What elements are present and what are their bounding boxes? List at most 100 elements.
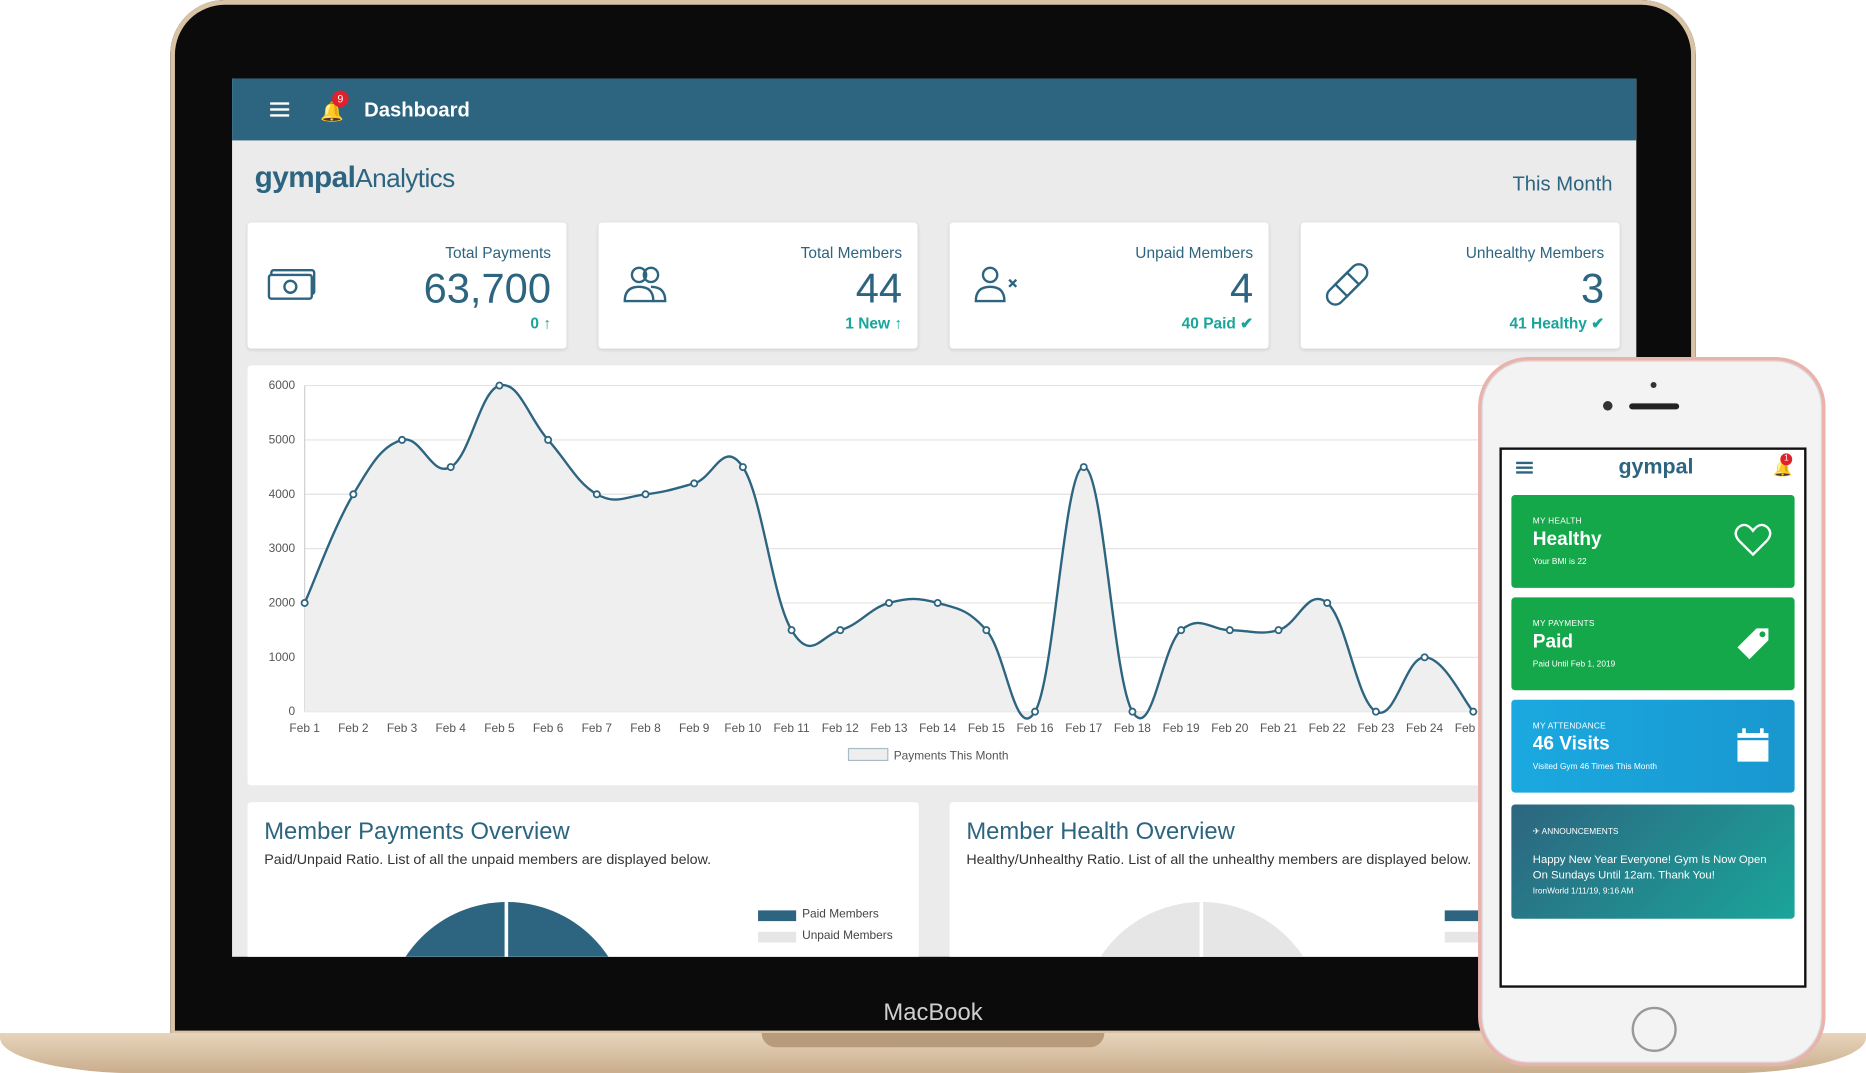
data-point xyxy=(1128,707,1137,716)
x-tick-label: Feb 3 xyxy=(387,721,418,735)
x-tick-label: Feb 21 xyxy=(1260,721,1297,735)
stat-label: Total Payments xyxy=(445,243,551,262)
x-tick-label: Feb 1 xyxy=(289,721,320,735)
overview-title: Member Payments Overview xyxy=(264,818,570,845)
money-icon xyxy=(267,268,316,300)
stat-label: Total Members xyxy=(800,243,903,262)
stat-label: Unpaid Members xyxy=(1135,243,1254,262)
x-tick-label: Feb 12 xyxy=(822,721,859,735)
stat-card-total-members[interactable]: Total Members 44 1 New ↑ xyxy=(598,222,918,349)
legend-swatch-unpaid xyxy=(758,931,797,943)
x-tick-label: Feb 22 xyxy=(1309,721,1346,735)
data-point xyxy=(836,626,845,635)
data-point xyxy=(1469,707,1478,716)
announcement-kicker-text: ANNOUNCEMENTS xyxy=(1541,828,1619,837)
payments-chart-panel: 0 1000 2000 3000 4000 5000 6000 Feb 1 Feb 2 Feb 3… xyxy=(247,365,1628,786)
legend-label-unpaid: Unpaid Members xyxy=(802,929,893,943)
x-tick-label: Feb 7 xyxy=(582,721,613,735)
x-tick-label: Feb 14 xyxy=(919,721,956,735)
stat-value: 44 xyxy=(855,265,903,312)
data-point xyxy=(349,490,358,499)
brand-logo: gympalAnalytics xyxy=(254,160,456,196)
phone-card-payments[interactable]: MY PAYMENTS Paid Paid Until Feb 1, 2019 xyxy=(1511,597,1795,691)
legend-label-paid: Paid Members xyxy=(802,908,879,922)
data-point xyxy=(1031,707,1040,716)
legend-swatch xyxy=(1444,910,1483,922)
data-point xyxy=(884,598,893,607)
phone-screen: gympal 🔔 1 MY HEALTH Healthy Your BMI is… xyxy=(1499,447,1807,988)
pie-divider xyxy=(1199,902,1204,957)
x-tick-label: Feb 10 xyxy=(724,721,761,735)
y-tick-label: 0 xyxy=(289,704,296,718)
data-point xyxy=(1420,653,1429,662)
card-sub: Paid Until Feb 1, 2019 xyxy=(1532,660,1616,669)
card-headline: 46 Visits xyxy=(1532,734,1610,755)
announcement-kicker: ✈ ANNOUNCEMENTS xyxy=(1533,827,1619,837)
legend-swatch xyxy=(847,747,889,762)
card-kicker: MY ATTENDANCE xyxy=(1532,722,1606,731)
data-point xyxy=(1177,626,1186,635)
stat-sub: 41 Healthy ✔ xyxy=(1509,314,1605,333)
y-tick-label: 6000 xyxy=(269,378,296,392)
data-point xyxy=(495,381,504,390)
x-tick-label: Feb 16 xyxy=(1017,721,1054,735)
x-tick-label: Feb 15 xyxy=(968,721,1005,735)
card-kicker: MY HEALTH xyxy=(1532,517,1582,527)
phone-card-attendance[interactable]: MY ATTENDANCE 46 Visits Visited Gym 46 T… xyxy=(1511,699,1795,793)
pie-divider xyxy=(504,902,509,957)
announcement-meta: IronWorld 1/11/19, 9:16 AM xyxy=(1532,887,1634,897)
data-point xyxy=(592,490,601,499)
y-tick-label: 1000 xyxy=(269,650,296,664)
data-point xyxy=(690,479,699,488)
stat-value: 3 xyxy=(1581,265,1605,312)
data-point xyxy=(1274,626,1283,635)
hamburger-menu-icon[interactable] xyxy=(270,102,290,117)
stat-sub: 0 ↑ xyxy=(530,314,551,333)
phone-announcements-card[interactable]: ✈ ANNOUNCEMENTS Happy New Year Everyone!… xyxy=(1511,804,1795,919)
x-tick-label: Feb 5 xyxy=(484,721,515,735)
laptop-notch xyxy=(761,1032,1105,1048)
x-tick-label: Feb 8 xyxy=(630,721,661,735)
phone-camera xyxy=(1602,401,1613,411)
stat-value: 63,700 xyxy=(423,265,551,312)
user-x-icon xyxy=(974,266,1018,303)
stat-card-total-payments[interactable]: Total Payments 63,700 0 ↑ xyxy=(247,222,567,349)
tag-icon xyxy=(1737,628,1769,660)
y-tick-label: 2000 xyxy=(269,596,296,610)
data-point xyxy=(1225,626,1234,635)
phone-sensor xyxy=(1650,382,1657,388)
y-tick-label: 5000 xyxy=(269,432,296,446)
x-tick-label: Feb 11 xyxy=(774,721,811,735)
brand-bold: gympal xyxy=(254,160,356,194)
legend-swatch xyxy=(1444,931,1483,943)
overview-title: Member Health Overview xyxy=(966,818,1235,845)
x-tick-label: Feb 6 xyxy=(533,721,564,735)
data-point xyxy=(300,598,309,607)
phone-home-button xyxy=(1631,1006,1677,1053)
x-tick-label: Feb 9 xyxy=(679,721,710,735)
phone-hamburger-menu-icon[interactable] xyxy=(1516,461,1533,474)
calendar-icon xyxy=(1737,728,1769,762)
heart-icon xyxy=(1734,523,1772,557)
x-tick-label: Feb 19 xyxy=(1163,721,1200,735)
card-kicker: MY PAYMENTS xyxy=(1532,620,1595,629)
page-title: Dashboard xyxy=(364,98,470,122)
stat-card-unhealthy-members[interactable]: Unhealthy Members 3 41 Healthy ✔ xyxy=(1300,222,1620,349)
legend-swatch-paid xyxy=(758,910,797,922)
data-point xyxy=(787,626,796,635)
bell-icon[interactable]: 🔔 xyxy=(320,102,344,123)
data-point xyxy=(1079,463,1088,472)
overview-description: Healthy/Unhealthy Ratio. List of all the… xyxy=(966,850,1472,868)
phone-card-health[interactable]: MY HEALTH Healthy Your BMI is 22 xyxy=(1511,495,1795,588)
phone-notification-badge: 1 xyxy=(1780,453,1793,466)
x-tick-label: Feb 23 xyxy=(1357,721,1394,735)
stat-sub: 1 New ↑ xyxy=(845,314,903,333)
brand-light: Analytics xyxy=(355,163,455,193)
x-tick-label: Feb 17 xyxy=(1065,721,1102,735)
card-headline: Healthy xyxy=(1532,529,1602,550)
x-tick-label: Feb 4 xyxy=(436,721,467,735)
stat-card-unpaid-members[interactable]: Unpaid Members 4 40 Paid ✔ xyxy=(949,222,1269,349)
stat-label: Unhealthy Members xyxy=(1465,243,1605,262)
period-selector[interactable]: This Month xyxy=(1512,172,1613,196)
data-point xyxy=(1371,707,1380,716)
